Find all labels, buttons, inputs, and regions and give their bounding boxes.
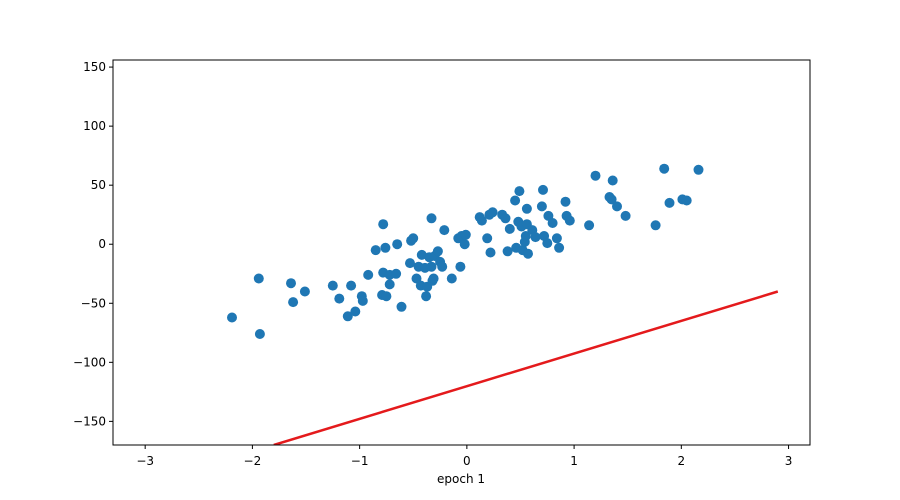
data-point	[446, 273, 457, 284]
y-tick-label: 150	[83, 60, 106, 74]
data-point	[426, 261, 437, 272]
data-point	[538, 184, 548, 195]
data-point	[380, 242, 391, 253]
data-point	[476, 215, 487, 226]
plot-frame	[112, 59, 811, 446]
data-point	[612, 201, 622, 212]
data-point	[408, 233, 419, 244]
data-point	[551, 233, 562, 244]
data-point	[606, 194, 617, 205]
data-point	[502, 246, 513, 257]
data-point	[650, 220, 661, 231]
x-tick-label: −2	[244, 454, 262, 468]
data-point	[381, 291, 392, 302]
data-point	[504, 223, 515, 234]
data-point	[392, 239, 403, 250]
y-tick-label: −50	[81, 296, 106, 310]
data-point	[428, 273, 439, 284]
data-point	[370, 245, 381, 256]
data-point	[455, 261, 466, 272]
data-point	[459, 239, 470, 250]
data-point	[426, 213, 437, 224]
data-point	[520, 231, 531, 241]
data-point	[693, 164, 704, 175]
x-tick-label: 1	[570, 454, 578, 468]
data-point	[342, 311, 353, 322]
data-point	[500, 213, 511, 224]
data-point	[299, 286, 310, 297]
data-point	[620, 210, 631, 221]
data-point	[421, 291, 432, 302]
data-point	[405, 258, 415, 269]
data-point	[542, 238, 553, 249]
y-tick-label: 50	[91, 178, 106, 192]
data-point	[378, 219, 389, 230]
x-tick-label: −1	[351, 454, 369, 468]
data-point	[346, 280, 357, 291]
x-ticks: −3 −2 −1 0 1 2 3	[136, 445, 792, 468]
data-point	[227, 312, 237, 323]
y-tick-label: −150	[73, 414, 106, 428]
data-point	[350, 306, 361, 317]
x-tick-label: −3	[136, 454, 154, 468]
data-point	[536, 201, 547, 212]
data-point	[564, 215, 575, 226]
data-point	[487, 207, 498, 218]
data-point	[485, 247, 496, 258]
data-point	[547, 218, 558, 228]
data-point	[253, 273, 264, 284]
data-point	[437, 261, 448, 272]
fit-line	[273, 290, 779, 445]
data-point	[607, 175, 618, 186]
points-layer	[227, 163, 704, 339]
data-point	[432, 246, 443, 257]
data-point	[664, 197, 675, 208]
data-point	[460, 229, 471, 240]
data-point	[560, 196, 571, 207]
y-tick-label: 100	[83, 119, 106, 133]
x-axis-label: epoch 1	[437, 472, 485, 486]
x-tick-label: 3	[785, 454, 793, 468]
y-tick-label: 0	[98, 237, 106, 251]
data-point	[357, 295, 368, 306]
data-point	[584, 220, 595, 231]
fit-line-layer	[273, 290, 779, 445]
data-point	[514, 186, 525, 197]
data-point	[482, 233, 493, 244]
x-tick-label: 0	[463, 454, 471, 468]
y-tick-label: −100	[73, 355, 106, 369]
data-point	[510, 195, 521, 206]
data-point	[254, 329, 265, 339]
data-point	[363, 269, 374, 280]
data-point	[521, 203, 532, 214]
data-point	[530, 232, 541, 243]
data-point	[286, 278, 296, 289]
data-point	[523, 248, 533, 259]
y-ticks: −150 −100 −50 0 50 100 150	[73, 60, 113, 428]
data-point	[391, 268, 402, 279]
data-point	[396, 301, 407, 312]
data-point	[681, 195, 692, 206]
data-point	[439, 225, 450, 236]
data-point	[659, 163, 670, 174]
data-point	[554, 242, 565, 253]
data-point	[334, 293, 345, 304]
data-point	[590, 170, 601, 181]
data-point	[288, 297, 299, 308]
data-point	[384, 279, 395, 290]
data-point	[416, 249, 427, 260]
data-point	[327, 280, 338, 291]
x-tick-label: 2	[678, 454, 686, 468]
